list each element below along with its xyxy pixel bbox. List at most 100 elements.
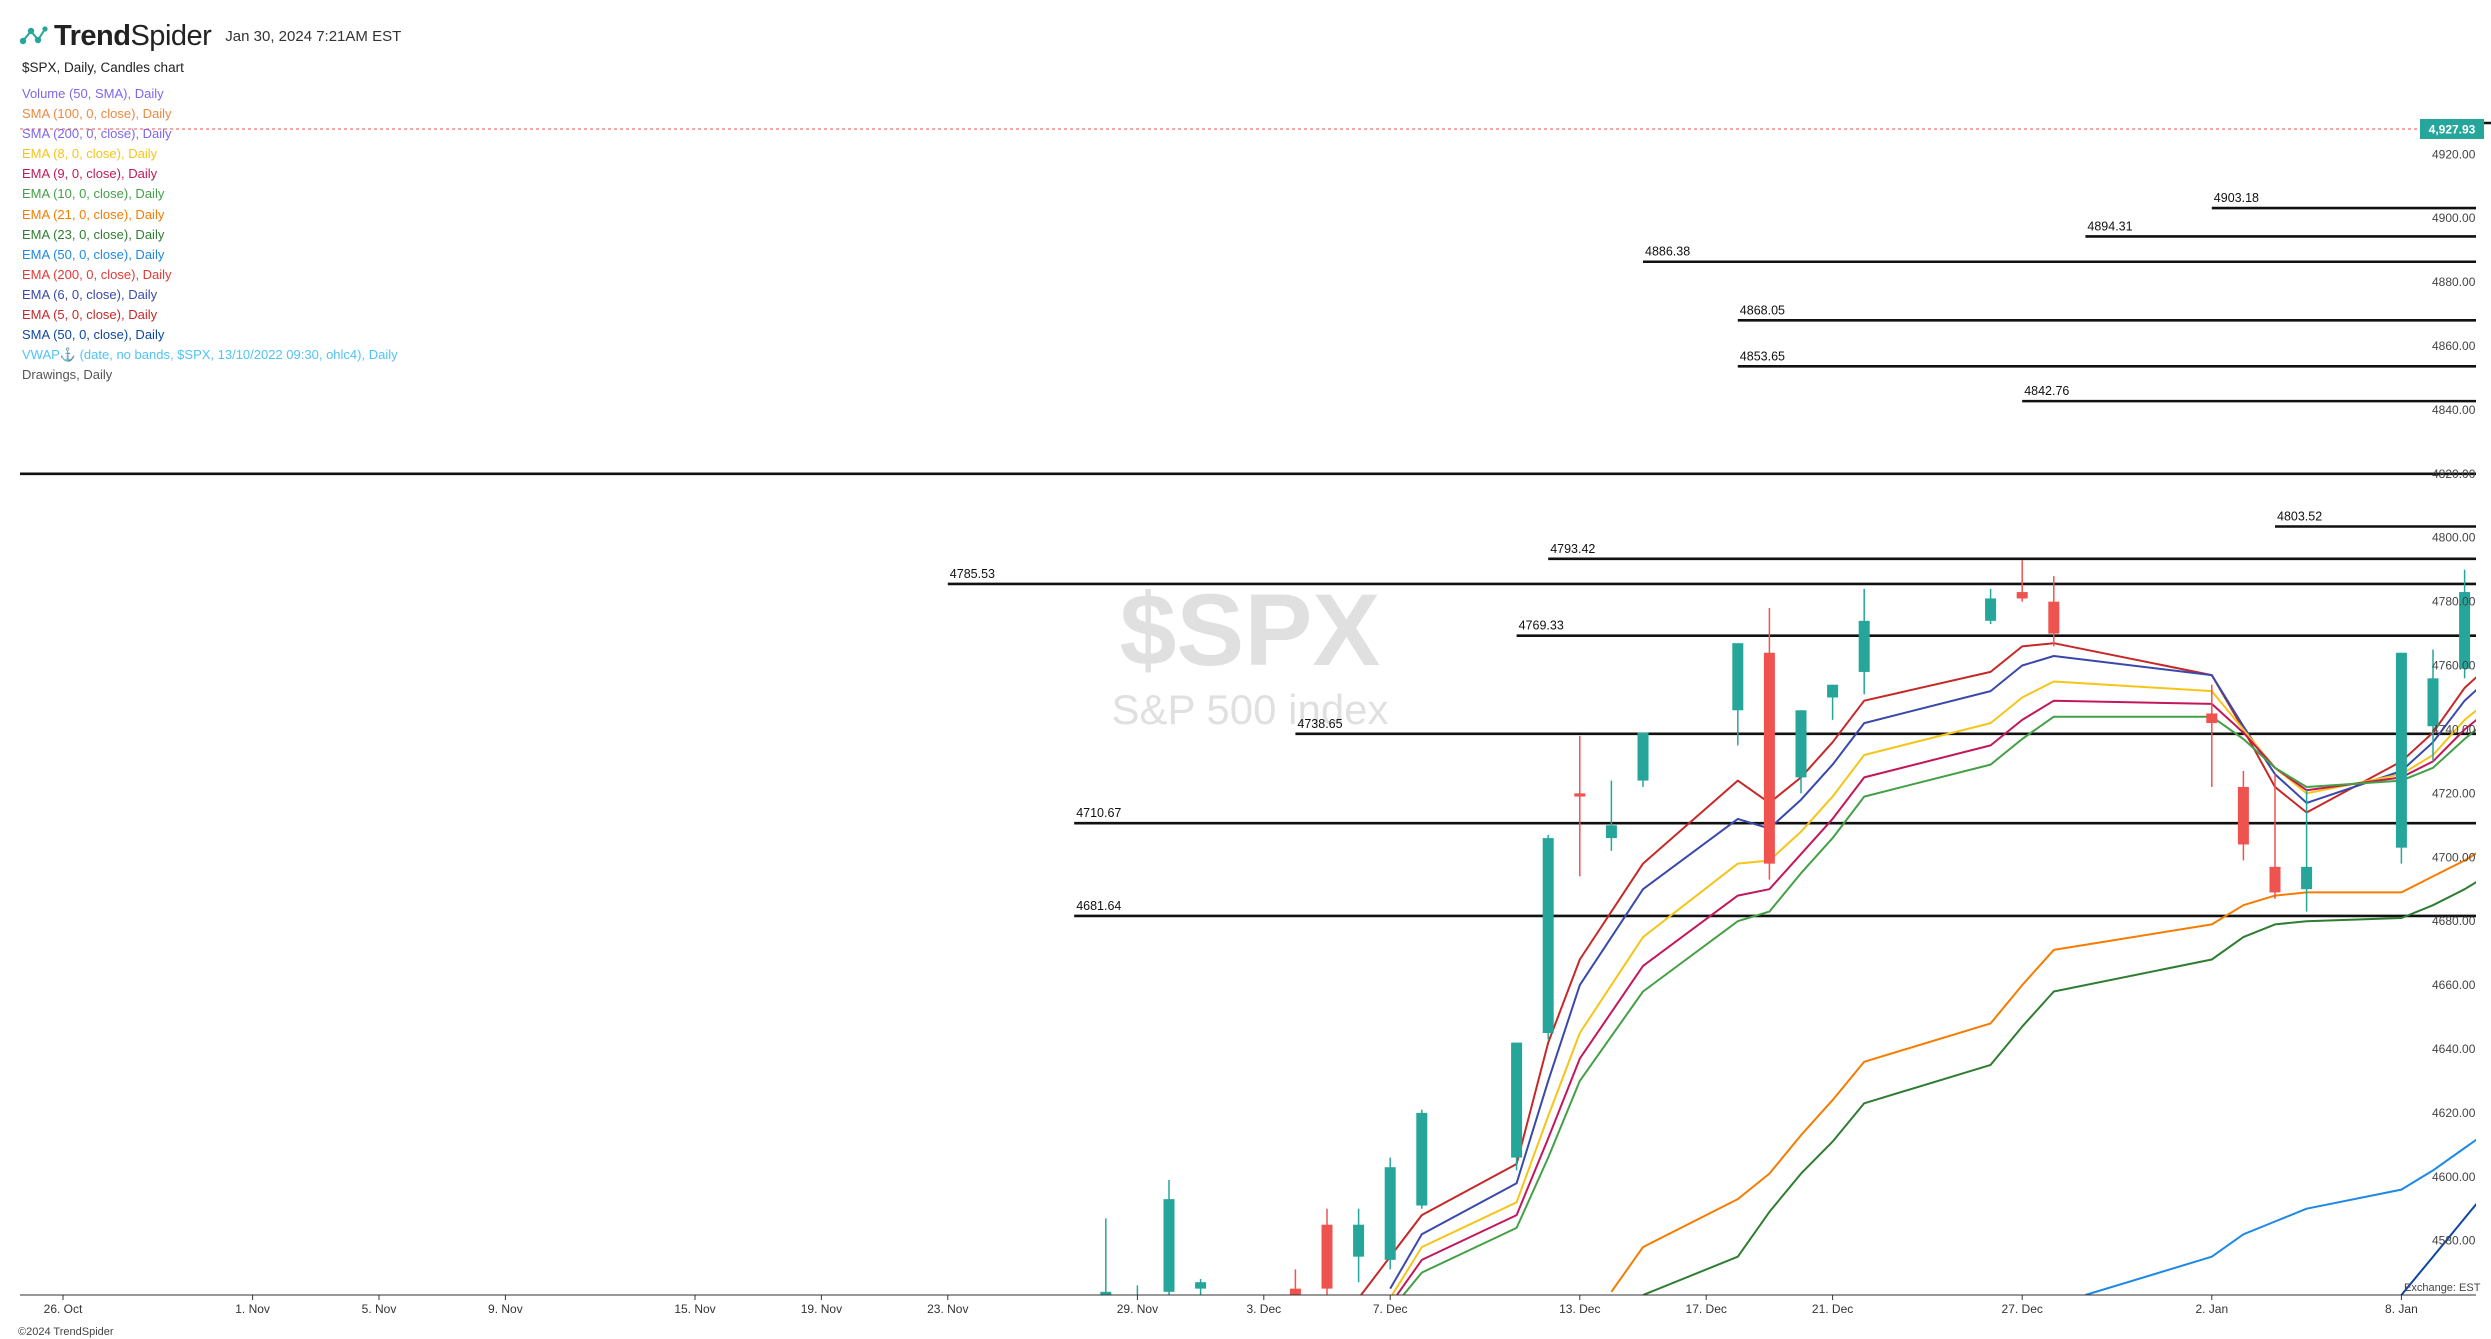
- candle-up: [1637, 732, 1649, 781]
- exchange-label: Exchange: EST: [2404, 1282, 2481, 1294]
- legend-item[interactable]: EMA (50, 0, close), Daily: [22, 246, 165, 262]
- candle-down: [1763, 652, 1775, 864]
- level-label: 4710.67: [1076, 806, 1121, 820]
- y-tick-label: 4700.00: [2432, 850, 2476, 864]
- header: TrendSpider Jan 30, 2024 7:21AM EST: [18, 18, 401, 54]
- candle-up: [1416, 1112, 1428, 1206]
- x-tick-label: 9. Nov: [488, 1302, 523, 1316]
- price-tag-box: [2420, 118, 2484, 139]
- x-tick-label: 21. Dec: [1812, 1302, 1853, 1316]
- moving-average-lines: [1359, 642, 2476, 1295]
- legend-item[interactable]: Volume (50, SMA), Daily: [22, 86, 164, 101]
- y-tick-label: 4800.00: [2432, 531, 2476, 545]
- level-label: 4681.64: [1076, 899, 1121, 913]
- legend-item[interactable]: EMA (9, 0, close), Daily: [22, 166, 158, 182]
- legend-item[interactable]: EMA (10, 0, close), Daily: [22, 186, 165, 202]
- candle-up: [2301, 866, 2313, 890]
- y-tick-label: 4760.00: [2432, 659, 2476, 673]
- candle-up: [2459, 592, 2471, 669]
- level-label: 4886.38: [1645, 245, 1690, 259]
- x-tick-label: 23. Nov: [927, 1302, 968, 1316]
- ma-line: [1642, 881, 2476, 1295]
- legend-item[interactable]: Drawings, Daily: [22, 367, 113, 383]
- x-tick-label: 5. Nov: [362, 1302, 397, 1316]
- x-tick-label: 2. Jan: [2195, 1302, 2228, 1316]
- candle-down: [2269, 866, 2281, 893]
- horizontal-levels: 4929.804903.184894.314886.384868.054853.…: [20, 121, 2491, 918]
- x-tick-label: 1. Nov: [235, 1302, 270, 1316]
- legend-item[interactable]: EMA (200, 0, close), Daily: [22, 266, 172, 282]
- y-tick-label: 4580.00: [2432, 1234, 2476, 1248]
- indicator-legend: Volume (50, SMA), Daily SMA (100, 0, clos…: [22, 84, 398, 385]
- y-tick-label: 4720.00: [2432, 786, 2476, 800]
- y-tick-label: 4860.00: [2432, 339, 2476, 353]
- legend-item[interactable]: EMA (21, 0, close), Daily: [22, 206, 165, 222]
- watermark-symbol: $SPX: [1120, 573, 1381, 687]
- candle-up: [2395, 652, 2407, 848]
- level-label: 4785.53: [950, 567, 995, 581]
- candle-down: [2206, 713, 2218, 724]
- legend-item[interactable]: EMA (6, 0, close), Daily: [22, 286, 158, 302]
- chart-title: $SPX, Daily, Candles chart: [22, 60, 184, 75]
- y-tick-label: 4920.00: [2432, 147, 2476, 161]
- ma-line: [1610, 852, 2476, 1293]
- last-price-tag: 4,927.93: [2420, 118, 2484, 139]
- legend-item[interactable]: VWAP⚓ (date, no bands, $SPX, 13/10/2022 …: [22, 347, 398, 363]
- timestamp: Jan 30, 2024 7:21AM EST: [225, 27, 402, 45]
- ma-line: [2400, 1202, 2476, 1295]
- level-label: 4894.31: [2087, 219, 2132, 233]
- level-label: 4793.42: [1550, 542, 1595, 556]
- x-tick-label: 26. Oct: [44, 1302, 83, 1316]
- x-tick-label: 8. Jan: [2385, 1302, 2418, 1316]
- symbol-watermark: $SPX S&P 500 index: [1111, 573, 1388, 733]
- level-label: 4842.76: [2024, 384, 2069, 398]
- y-tick-label: 4740.00: [2432, 722, 2476, 736]
- candle-up: [1384, 1167, 1396, 1260]
- x-tick-label: 27. Dec: [2002, 1302, 2043, 1316]
- level-label: 4738.65: [1297, 717, 1342, 731]
- level-label: 4853.65: [1740, 349, 1785, 363]
- level-label: 4803.52: [2277, 509, 2322, 523]
- candle-down: [2048, 601, 2060, 634]
- level-label: 4868.05: [1740, 303, 1785, 317]
- trendspider-logo-icon: [19, 26, 48, 45]
- x-tick-label: 19. Nov: [801, 1302, 842, 1316]
- price-tag-text: 4,927.93: [2429, 122, 2476, 136]
- y-tick-label: 4820.00: [2432, 467, 2476, 481]
- level-label: 4903.18: [2214, 191, 2259, 205]
- legend-item[interactable]: EMA (23, 0, close), Daily: [22, 226, 165, 242]
- legend-item[interactable]: SMA (100, 0, close), Daily: [22, 106, 172, 122]
- candle-down: [1289, 1288, 1301, 1295]
- candle-up: [1795, 710, 1807, 778]
- candles: [1069, 560, 2471, 1337]
- candle-down: [2016, 592, 2028, 599]
- x-tick-label: 17. Dec: [1686, 1302, 1727, 1316]
- candle-down: [1069, 1324, 1080, 1337]
- y-tick-label: 4840.00: [2432, 403, 2476, 417]
- level-label: 4769.33: [1519, 619, 1564, 633]
- ma-line: [1402, 715, 2476, 1295]
- y-tick-label: 4640.00: [2432, 1042, 2476, 1056]
- candle-down: [1321, 1224, 1333, 1289]
- y-tick-label: 4620.00: [2432, 1106, 2476, 1120]
- ma-line: [1391, 680, 2476, 1295]
- candle-up: [1858, 620, 1870, 672]
- candle-up: [1605, 825, 1617, 839]
- x-axis: 26. Oct 1. Nov 5. Nov 9. Nov 15. Nov 19. Nov 2…: [20, 1294, 2476, 1316]
- y-tick-label: 4680.00: [2432, 914, 2476, 928]
- candle-up: [1353, 1224, 1365, 1257]
- candle-down: [2237, 786, 2249, 845]
- legend-item[interactable]: SMA (50, 0, close), Daily: [22, 327, 165, 343]
- candle-up: [1827, 684, 1839, 698]
- legend-item[interactable]: SMA (200, 0, close), Daily: [22, 126, 172, 142]
- candle-up: [1195, 1282, 1207, 1289]
- legend-item[interactable]: EMA (8, 0, close), Daily: [22, 146, 158, 162]
- candle-up: [1985, 598, 1997, 621]
- watermark-name: S&P 500 index: [1111, 686, 1388, 733]
- candle-up: [1163, 1199, 1175, 1292]
- x-tick-label: 13. Dec: [1559, 1302, 1600, 1316]
- legend-item[interactable]: EMA (5, 0, close), Daily: [22, 307, 158, 323]
- brand-logo-text[interactable]: TrendSpider: [54, 19, 212, 52]
- candle-up: [2427, 678, 2439, 727]
